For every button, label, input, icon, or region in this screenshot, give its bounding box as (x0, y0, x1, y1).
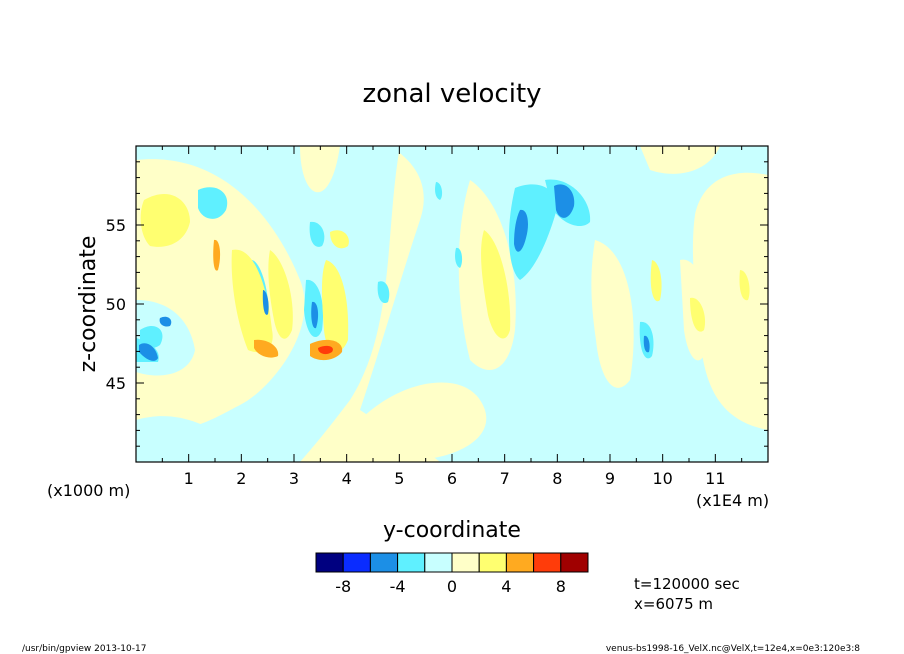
field-positive-moderate (140, 193, 750, 353)
colorbar-swatch (505, 552, 535, 573)
x-tick-label: 4 (342, 469, 352, 488)
y-tick-label: 55 (106, 216, 126, 235)
y-axis: 45 50 55 (106, 161, 768, 447)
x-tick-label: 11 (705, 469, 725, 488)
position-annotation: x=6075 m (634, 595, 713, 613)
colorbar-tick-label: 4 (501, 577, 511, 596)
time-annotation: t=120000 sec (634, 575, 740, 593)
footer-right: venus-bs1998-16_VelX.nc@VelX,t=12e4,x=0e… (606, 644, 860, 654)
chart-title: zonal velocity (362, 79, 541, 109)
colorbar-tick-label: -4 (390, 577, 406, 596)
colorbar-tick-label: -8 (335, 577, 351, 596)
x-unit-note: (x1E4 m) (696, 491, 769, 510)
x-axis: 1 2 3 4 5 6 7 8 9 10 11 (161, 146, 743, 488)
x-tick-label: 5 (394, 469, 404, 488)
colorbar-swatch (451, 552, 480, 573)
y-unit-note: (x1000 m) (47, 481, 130, 500)
footer-left: /usr/bin/gpview 2013-10-17 (22, 644, 146, 654)
y-tick-label: 45 (106, 374, 126, 393)
colorbar-swatch (369, 552, 399, 573)
colorbar-swatch (478, 552, 507, 573)
field-negative-strong (139, 184, 650, 361)
colorbar-tick-label: 8 (556, 577, 566, 596)
colorbar (315, 552, 589, 573)
colorbar-tick-label: 0 (447, 577, 457, 596)
colorbar-swatch (342, 552, 371, 573)
plot-field (136, 146, 768, 462)
x-tick-label: 7 (500, 469, 510, 488)
colorbar-swatch (397, 552, 426, 573)
x-axis-label: y-coordinate (383, 518, 521, 543)
x-tick-label: 8 (552, 469, 562, 488)
colorbar-swatch (560, 552, 589, 573)
colorbar-swatch (424, 552, 453, 573)
x-tick-label: 2 (236, 469, 246, 488)
colorbar-swatch (315, 552, 344, 573)
y-tick-label: 50 (106, 295, 126, 314)
x-tick-label: 9 (605, 469, 615, 488)
colorbar-ticks: -8 -4 0 4 8 (335, 577, 566, 596)
x-tick-label: 1 (184, 469, 194, 488)
colorbar-swatch (533, 552, 562, 573)
x-tick-label: 6 (447, 469, 457, 488)
field-positive-peak (318, 345, 333, 355)
field-positive-strong (213, 239, 343, 361)
x-tick-label: 3 (289, 469, 299, 488)
x-tick-label: 10 (652, 469, 672, 488)
y-axis-label: z-coordinate (76, 236, 101, 373)
